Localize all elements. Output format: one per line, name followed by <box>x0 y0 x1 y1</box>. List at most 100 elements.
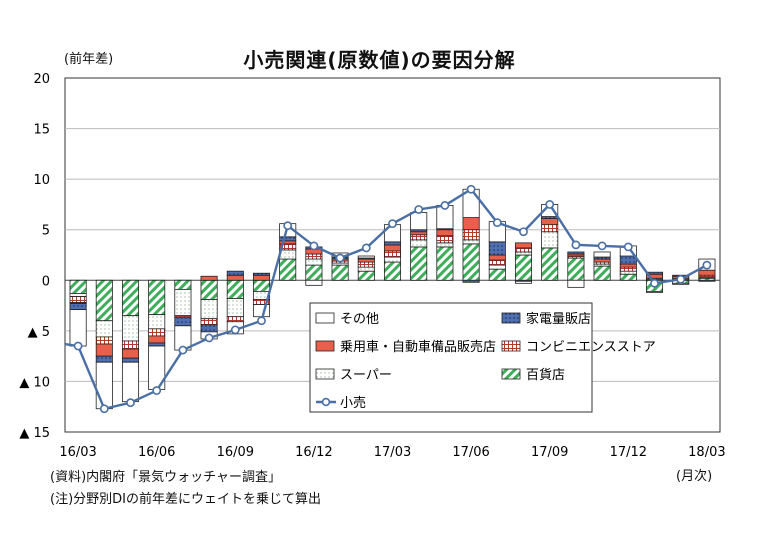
bar-segment <box>174 317 192 327</box>
bar-segment <box>514 251 533 256</box>
bar-segment <box>95 336 113 345</box>
bar-segment <box>436 229 454 237</box>
bar-segment <box>567 251 585 255</box>
y-tick-label: 15 <box>33 123 50 138</box>
legend-label: 百貨店 <box>526 367 565 383</box>
bar-segment <box>148 335 166 344</box>
bar-segment <box>200 299 218 320</box>
legend-swatch <box>501 312 521 324</box>
line-point <box>650 278 659 288</box>
bar-segment <box>226 298 244 318</box>
line-point <box>545 200 555 209</box>
line-point <box>335 253 345 263</box>
line-point <box>414 205 424 214</box>
bar-segment <box>148 314 166 330</box>
bar-segment <box>436 246 454 281</box>
bar-segment <box>69 303 87 311</box>
x-tick-label: 16/03 <box>59 445 96 460</box>
legend-label: 家電量販店 <box>526 311 591 327</box>
axis-layer: 20 15 10 5 0 ▲ 5 ▲ 10 ▲ 15 16/03 16/06 16/09 16/12 1… <box>19 72 725 460</box>
bar-segment <box>121 348 140 359</box>
legend-line-marker <box>321 397 331 407</box>
bar-segment <box>305 279 323 286</box>
y-tick-label: 0 <box>42 274 50 289</box>
x-tick-label: 17/09 <box>531 445 568 460</box>
legend-swatch <box>315 340 335 352</box>
bar-segment <box>541 231 559 249</box>
method-note: (注)分野別DIの前年差にウェイトを乗じて算出 <box>50 492 321 507</box>
bar-segment <box>410 239 428 248</box>
line-point <box>73 341 83 351</box>
line-point <box>309 241 319 251</box>
line-point <box>702 260 712 270</box>
bar-segment <box>69 279 87 294</box>
bar-segment <box>514 242 533 249</box>
bar-segment <box>252 279 271 292</box>
bar-segment <box>593 251 611 258</box>
bar-segment <box>305 258 323 266</box>
y-tick-label: ▲ 10 <box>19 375 50 390</box>
bar-segment <box>514 280 533 284</box>
bar-segment <box>436 242 454 248</box>
bar-segment <box>541 224 559 233</box>
y-tick-label: 20 <box>33 72 50 87</box>
bar-segment <box>462 239 480 245</box>
x-unit-label: (月次) <box>676 469 713 484</box>
bar-segment <box>357 270 375 281</box>
bar-segment <box>462 243 480 281</box>
bar-segment <box>383 241 402 246</box>
bar-segment <box>436 235 454 244</box>
bar-segment <box>541 247 559 281</box>
line-point <box>178 345 188 355</box>
bar-segment <box>619 255 637 265</box>
bar-segment <box>410 246 428 281</box>
bar-segment <box>95 320 113 338</box>
bar-segment <box>462 279 480 283</box>
bar-segment <box>619 270 637 275</box>
legend-box <box>309 302 593 413</box>
y-tick-label: 10 <box>33 173 50 188</box>
bar-segment <box>226 274 244 281</box>
legend-label: 乗用車・自動車備品販売店 <box>340 339 496 355</box>
bar-segment <box>619 273 637 281</box>
line-layer <box>64 184 712 414</box>
line-point <box>597 241 607 251</box>
x-tick-label: 17/06 <box>452 445 489 460</box>
bar-segment <box>279 258 297 281</box>
bar-segment <box>619 263 637 268</box>
x-tick-label: 18/03 <box>688 445 725 460</box>
bar-segment <box>95 343 113 357</box>
plot-frame <box>64 77 721 433</box>
line-point <box>492 218 502 228</box>
x-tick-label: 17/03 <box>374 445 411 460</box>
legend-label: その他 <box>340 312 379 327</box>
line-point <box>440 201 450 210</box>
legend-label: 小売 <box>340 395 366 411</box>
legend-swatch <box>315 312 335 324</box>
bar-segment <box>567 257 585 281</box>
y-unit-label: (前年差) <box>64 52 114 67</box>
bar-segment <box>567 279 585 288</box>
line-point <box>230 325 240 335</box>
bar-segment <box>410 212 428 231</box>
line-point <box>571 240 581 250</box>
bar-segment <box>95 361 113 410</box>
bar-segment <box>410 234 428 241</box>
bar-segment <box>252 272 271 276</box>
bar-segment <box>200 279 218 300</box>
x-tick-label: 16/09 <box>217 445 254 460</box>
bar-segment <box>148 328 166 337</box>
bar-segment <box>69 309 87 347</box>
bar-segment <box>226 270 244 276</box>
line-point <box>257 316 266 326</box>
bar-segment <box>331 264 349 281</box>
line-point <box>519 227 528 237</box>
bar-segment <box>200 324 218 333</box>
bar-segment <box>252 274 271 281</box>
source-note: (資料)内閣府「景気ウォッチャー調査」 <box>50 470 282 485</box>
bar-segment <box>645 291 664 293</box>
bar-segment <box>226 279 244 299</box>
bar-segment <box>305 253 323 260</box>
bar-segment <box>305 264 323 281</box>
